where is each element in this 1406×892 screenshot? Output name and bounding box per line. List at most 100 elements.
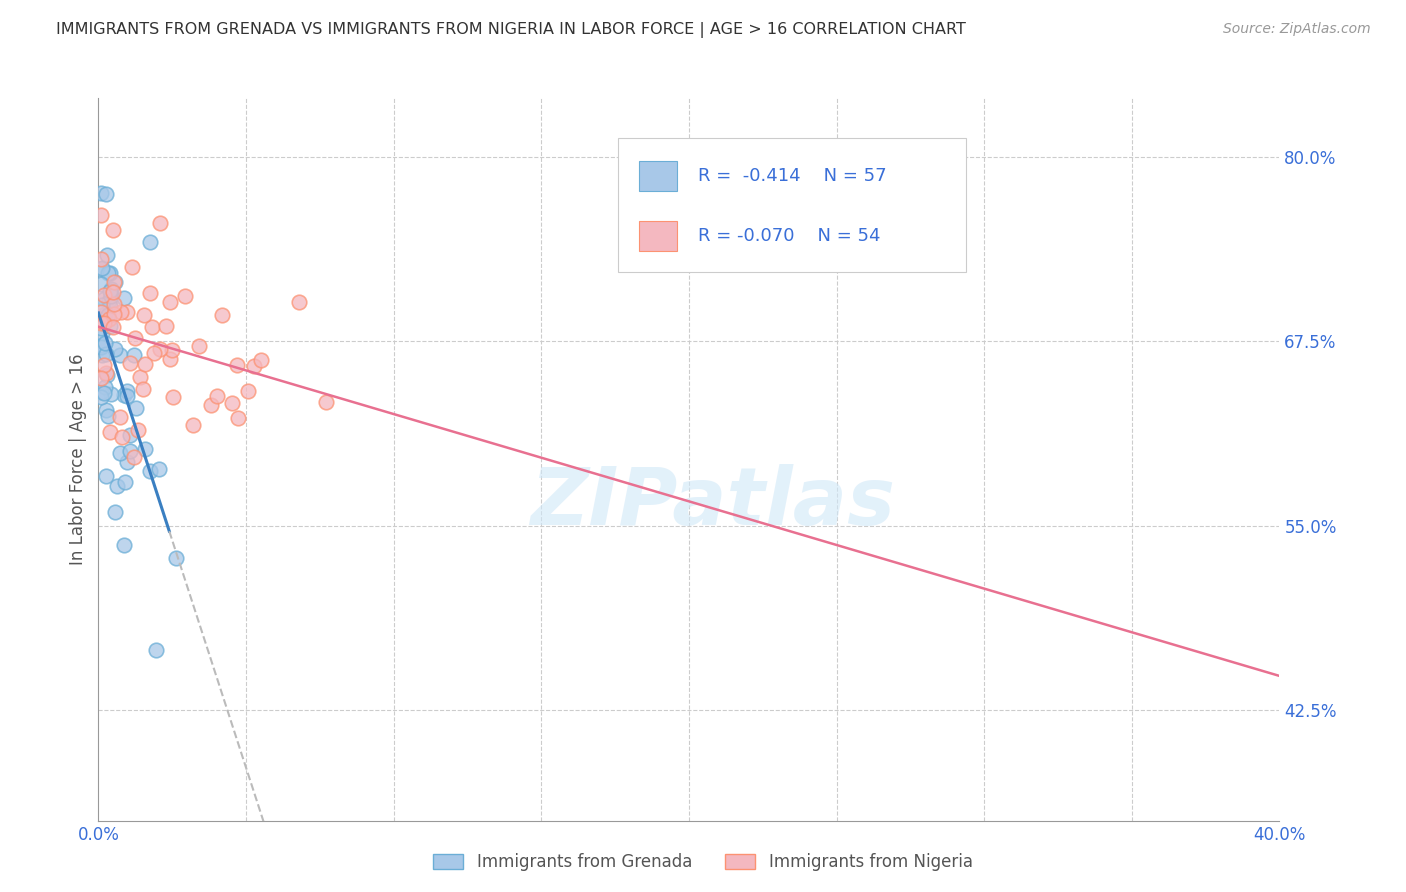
Point bbox=[132, 382, 155, 396]
Point bbox=[145, 643, 167, 657]
Point bbox=[104, 342, 127, 356]
Point bbox=[159, 352, 181, 367]
Point bbox=[121, 260, 143, 274]
Point bbox=[90, 348, 112, 362]
Point bbox=[98, 284, 121, 298]
Point bbox=[90, 252, 112, 267]
Point bbox=[97, 409, 120, 423]
Point bbox=[141, 320, 163, 334]
Point bbox=[115, 384, 138, 398]
Point bbox=[90, 277, 112, 292]
Text: R = -0.070    N = 54: R = -0.070 N = 54 bbox=[699, 227, 882, 245]
Point bbox=[96, 368, 118, 382]
Point bbox=[90, 338, 112, 352]
Point bbox=[125, 401, 148, 416]
Point bbox=[200, 398, 222, 412]
Text: Source: ZipAtlas.com: Source: ZipAtlas.com bbox=[1223, 22, 1371, 37]
Point bbox=[108, 410, 131, 425]
Point bbox=[181, 418, 204, 433]
Point bbox=[149, 342, 172, 356]
Point bbox=[90, 305, 112, 319]
Point bbox=[93, 316, 115, 330]
Point bbox=[243, 359, 266, 373]
Point bbox=[226, 358, 249, 372]
Point bbox=[90, 209, 112, 223]
Point bbox=[162, 343, 184, 357]
Point bbox=[90, 316, 112, 330]
Point bbox=[104, 275, 127, 289]
Point bbox=[93, 287, 115, 301]
Point bbox=[108, 445, 131, 459]
Point bbox=[98, 299, 121, 313]
Point bbox=[236, 384, 259, 398]
Text: IMMIGRANTS FROM GRENADA VS IMMIGRANTS FROM NIGERIA IN LABOR FORCE | AGE > 16 COR: IMMIGRANTS FROM GRENADA VS IMMIGRANTS FR… bbox=[56, 22, 966, 38]
Point bbox=[94, 186, 117, 201]
Point bbox=[287, 294, 309, 309]
Point bbox=[162, 390, 184, 404]
Point bbox=[97, 266, 120, 280]
Point bbox=[94, 366, 117, 380]
Point bbox=[117, 455, 139, 469]
Text: R =  -0.414    N = 57: R = -0.414 N = 57 bbox=[699, 168, 887, 186]
Point bbox=[129, 370, 152, 384]
Point bbox=[112, 291, 135, 305]
Point bbox=[118, 443, 141, 458]
Point bbox=[111, 430, 134, 444]
Point bbox=[98, 293, 121, 308]
Point bbox=[100, 386, 122, 401]
Point bbox=[149, 216, 172, 230]
Point bbox=[103, 296, 125, 310]
Point bbox=[93, 386, 115, 401]
Point bbox=[90, 384, 112, 399]
Point bbox=[315, 394, 337, 409]
Point bbox=[211, 308, 233, 322]
Point bbox=[90, 371, 112, 385]
Point bbox=[103, 505, 125, 519]
Y-axis label: In Labor Force | Age > 16: In Labor Force | Age > 16 bbox=[69, 353, 87, 566]
Point bbox=[112, 538, 135, 552]
Point bbox=[94, 403, 117, 417]
FancyBboxPatch shape bbox=[619, 138, 966, 271]
Point bbox=[134, 442, 156, 456]
Point bbox=[188, 339, 211, 353]
Point bbox=[108, 348, 131, 362]
Point bbox=[100, 289, 122, 303]
Point bbox=[98, 312, 121, 326]
Point bbox=[97, 308, 120, 322]
Point bbox=[93, 335, 115, 350]
Point bbox=[127, 423, 149, 437]
Point bbox=[173, 289, 195, 303]
Point bbox=[90, 298, 112, 312]
Point bbox=[110, 305, 132, 319]
Point bbox=[101, 285, 124, 299]
Point bbox=[114, 475, 136, 489]
Point bbox=[103, 275, 125, 289]
Point bbox=[90, 390, 112, 404]
Point bbox=[124, 331, 146, 345]
Legend: Immigrants from Grenada, Immigrants from Nigeria: Immigrants from Grenada, Immigrants from… bbox=[425, 845, 981, 880]
Point bbox=[139, 286, 162, 301]
Point bbox=[94, 469, 117, 483]
Point bbox=[249, 353, 271, 368]
Point bbox=[93, 293, 115, 307]
Point bbox=[155, 318, 177, 333]
Point bbox=[134, 357, 156, 371]
Point bbox=[103, 223, 125, 237]
Text: ZIPatlas: ZIPatlas bbox=[530, 464, 896, 541]
Point bbox=[90, 340, 112, 354]
Point bbox=[139, 235, 162, 250]
Point bbox=[98, 266, 121, 280]
Point bbox=[94, 307, 117, 321]
Point bbox=[118, 356, 141, 370]
Point bbox=[96, 247, 118, 261]
Point bbox=[122, 348, 145, 362]
Point bbox=[205, 389, 228, 403]
Point bbox=[132, 308, 155, 322]
Point bbox=[98, 319, 121, 334]
Point bbox=[96, 347, 118, 361]
Point bbox=[98, 425, 121, 439]
Point bbox=[100, 282, 122, 296]
Point bbox=[143, 346, 166, 360]
Point bbox=[115, 389, 138, 403]
Point bbox=[139, 464, 162, 478]
